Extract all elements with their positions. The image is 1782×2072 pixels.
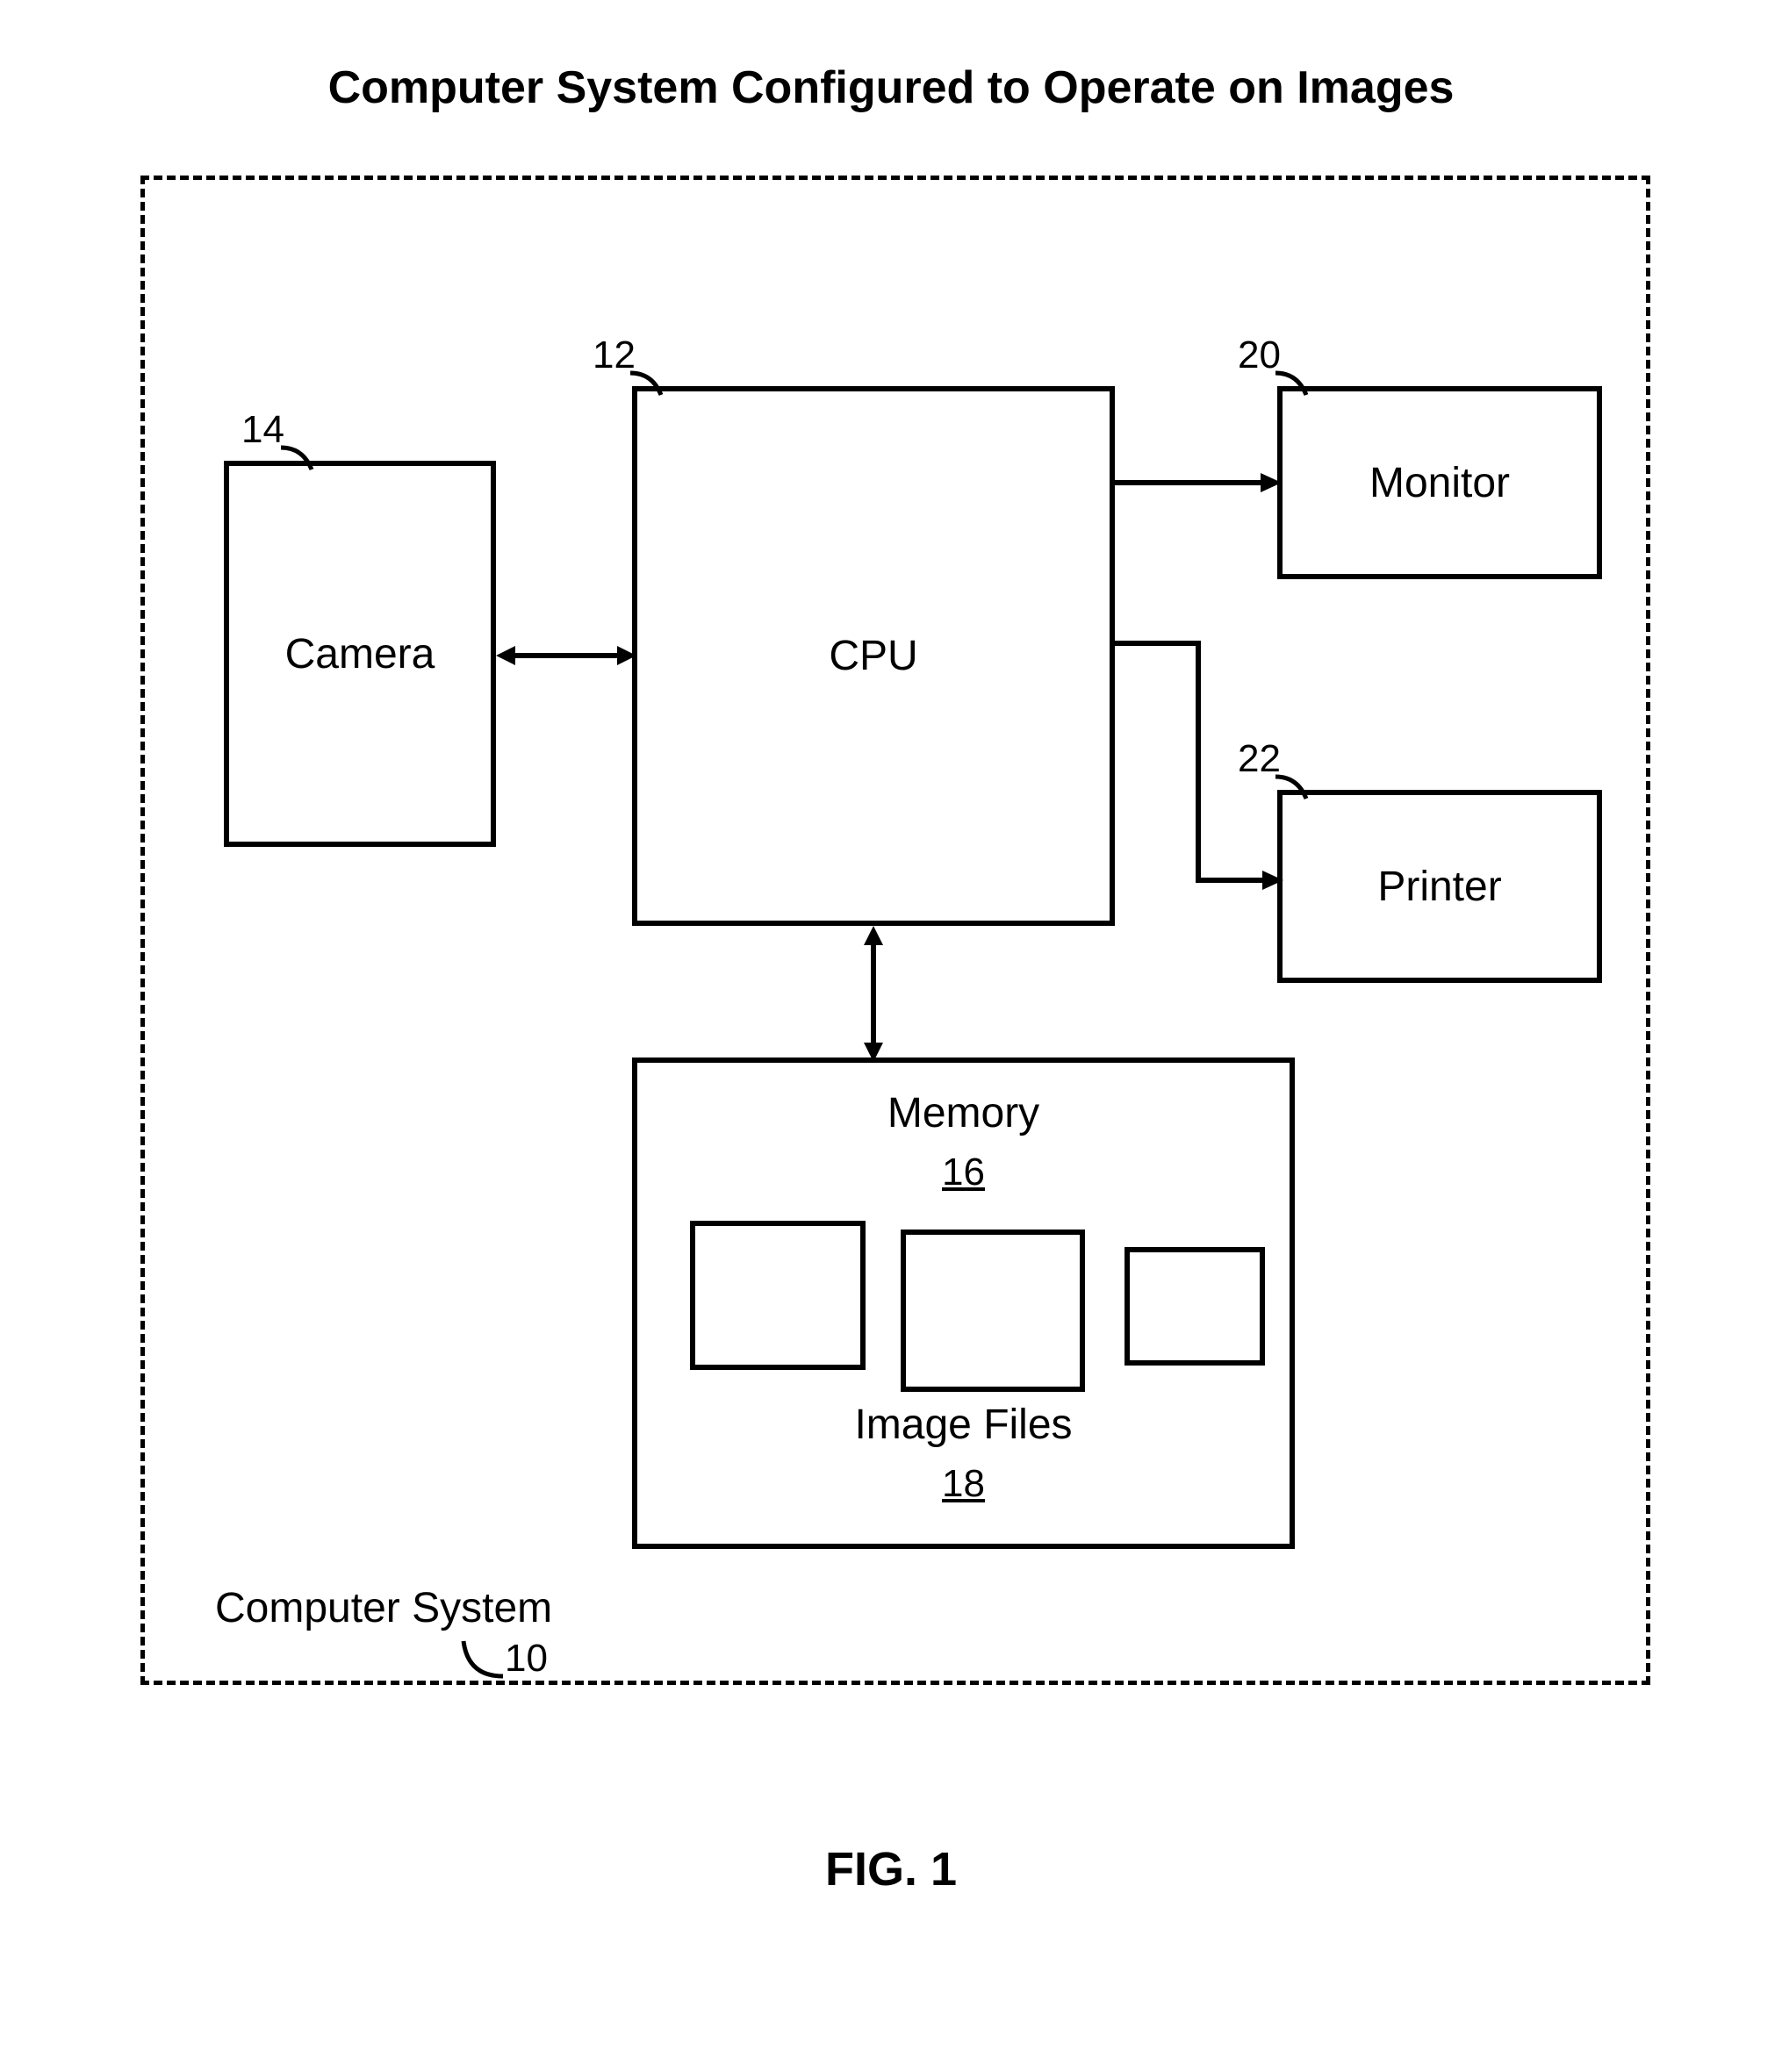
camera-leader bbox=[277, 443, 320, 478]
memory-label: Memory bbox=[637, 1089, 1290, 1137]
arrow-camera-cpu bbox=[496, 638, 636, 673]
memory-block: Memory 16 Image Files 18 bbox=[632, 1058, 1295, 1549]
cpu-block: CPU bbox=[632, 386, 1115, 926]
monitor-leader bbox=[1271, 369, 1315, 404]
cpu-label: CPU bbox=[829, 632, 917, 680]
camera-block: Camera bbox=[224, 461, 496, 847]
file-box-2 bbox=[901, 1230, 1085, 1392]
printer-block: Printer bbox=[1277, 790, 1602, 983]
file-box-3 bbox=[1125, 1247, 1265, 1366]
image-files-label: Image Files bbox=[637, 1401, 1290, 1449]
monitor-label: Monitor bbox=[1369, 459, 1510, 507]
file-box-1 bbox=[690, 1221, 866, 1370]
monitor-block: Monitor bbox=[1277, 386, 1602, 579]
arrow-cpu-monitor bbox=[1115, 465, 1282, 500]
figure-label: FIG. 1 bbox=[0, 1842, 1782, 1896]
printer-label: Printer bbox=[1377, 863, 1501, 911]
cpu-leader bbox=[626, 369, 670, 404]
system-leader bbox=[459, 1637, 512, 1685]
system-boundary: Camera 14 CPU 12 Monitor 20 Printer 22 M… bbox=[140, 176, 1650, 1685]
system-label: Computer System bbox=[215, 1584, 552, 1632]
page-title: Computer System Configured to Operate on… bbox=[0, 61, 1782, 114]
memory-ref: 16 bbox=[637, 1151, 1290, 1194]
arrow-cpu-printer bbox=[1115, 636, 1290, 900]
camera-label: Camera bbox=[285, 630, 435, 678]
image-files-ref: 18 bbox=[637, 1462, 1290, 1506]
arrow-cpu-memory bbox=[856, 926, 891, 1062]
